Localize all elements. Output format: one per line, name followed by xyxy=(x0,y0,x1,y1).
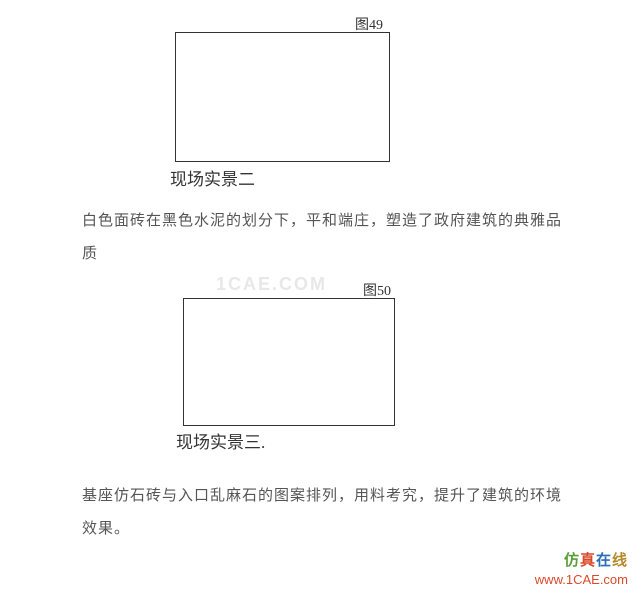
footer-url: www.1CAE.com xyxy=(535,572,628,587)
figure1-top-label: 图49 xyxy=(355,14,383,34)
footer-brand: 仿真在线 www.1CAE.com xyxy=(535,549,628,587)
footer-cn-char1: 仿 xyxy=(564,553,580,569)
footer-cn-char4: 线 xyxy=(612,553,628,569)
figure1-bottom-label: 现场实景二 xyxy=(170,165,255,190)
figure2-top-label: 图50 xyxy=(363,280,391,300)
paragraph2: 基座仿石砖与入口乱麻石的图案排列，用料考究，提升了建筑的环境效果。 xyxy=(82,480,572,546)
figure1-box xyxy=(175,32,390,162)
figure2-bottom-label: 现场实景三. xyxy=(176,428,265,453)
figure2-box xyxy=(183,298,395,426)
footer-cn-char2: 真 xyxy=(580,553,596,569)
paragraph1: 白色面砖在黑色水泥的划分下，平和端庄，塑造了政府建筑的典雅品质 xyxy=(82,205,572,271)
footer-cn-char3: 在 xyxy=(596,553,612,569)
footer-cn: 仿真在线 xyxy=(535,549,628,570)
watermark-text: 1CAE.COM xyxy=(216,274,327,295)
